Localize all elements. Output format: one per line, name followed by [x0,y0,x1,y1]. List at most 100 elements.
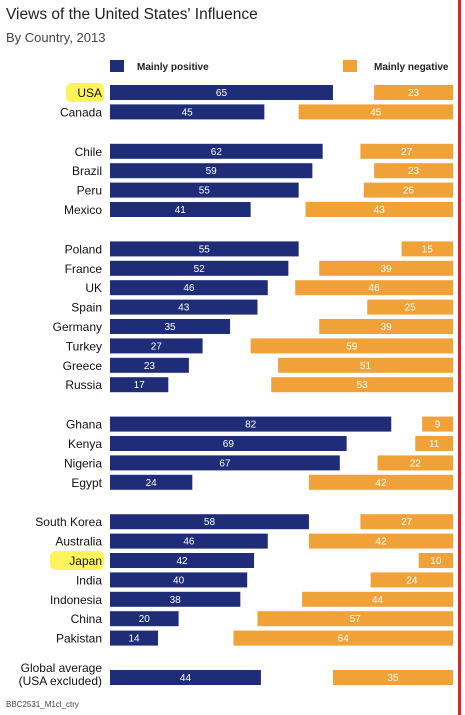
legend-label-negative: Mainly negative [374,62,449,73]
bar-positive [110,514,309,530]
category-label: India [76,573,102,587]
bar-negative [233,630,453,646]
bar-positive [110,280,268,296]
bar-negative [250,338,453,354]
bar-value-negative: 35 [387,673,399,684]
bar-value-negative: 51 [360,361,372,372]
bar-positive [110,338,203,354]
bar-positive [110,416,392,432]
bar-value-positive: 46 [183,537,195,548]
bar-positive [110,260,289,276]
chart-subtitle: By Country, 2013 [6,30,106,45]
category-label: Mexico [64,203,102,217]
bar-positive [110,85,333,100]
bar-negative [308,533,453,549]
bar-negative [278,357,453,373]
bar-value-positive: 43 [178,303,190,314]
bar-positive [110,591,241,607]
bar-negative [401,241,453,257]
bar-positive [110,670,261,685]
category-label: Egypt [71,476,102,490]
bar-value-negative: 64 [338,634,350,645]
category-label: Ghana [66,418,102,432]
bar-positive [110,182,299,198]
category-label: Greece [63,359,103,373]
bar-negative [377,455,453,471]
bar-positive [110,474,193,490]
bar-value-negative: 26 [403,186,415,197]
bar-positive [110,104,265,120]
category-label: Turkey [66,339,102,353]
bar-negative [308,474,453,490]
bar-negative [332,670,453,685]
category-label: Spain [71,301,102,315]
category-label: USA [77,86,102,100]
category-label: Global average [21,661,103,675]
bar-value-positive: 52 [194,264,206,275]
bar-negative [360,514,453,530]
bar-value-positive: 17 [134,380,146,391]
category-label: Japan [69,554,102,568]
bar-negative [374,85,453,100]
bar-negative [257,611,453,627]
bar-value-negative: 9 [435,420,441,431]
bar-value-negative: 59 [346,341,358,352]
bar-value-positive: 67 [219,458,231,469]
category-label: Canada [60,105,102,119]
bar-value-positive: 69 [223,439,235,450]
bar-value-negative: 42 [375,537,387,548]
bar-negative [319,319,453,334]
right-border-rule [458,0,461,715]
bar-negative [422,416,453,432]
bar-negative [370,572,453,588]
legend-label-positive: Mainly positive [137,62,209,73]
footer-code: BBC2531_M1cl_ctry [6,700,79,709]
bar-value-negative: 23 [408,88,420,99]
bar-positive [110,299,258,315]
bar-positive [110,553,255,568]
category-label: Pakistan [56,632,102,646]
bar-value-positive: 27 [151,341,163,352]
category-label: France [65,262,103,276]
bar-positive [110,436,347,451]
bar-value-positive: 58 [204,517,216,528]
bar-value-negative: 42 [375,478,387,489]
bar-value-positive: 14 [128,634,140,645]
category-label: UK [85,281,102,295]
bar-negative [363,182,453,198]
bar-value-positive: 65 [216,88,228,99]
bar-positive [110,319,231,334]
bar-value-positive: 59 [206,166,218,177]
category-label: (USA excluded) [19,674,102,688]
highlight-marker [66,83,104,102]
bar-positive [110,163,313,179]
bar-positive [110,572,248,588]
bar-value-negative: 39 [381,264,393,275]
bar-value-positive: 20 [139,614,151,625]
bar-value-positive: 55 [199,244,211,255]
bar-negative [319,260,453,276]
bar-value-negative: 25 [405,303,417,314]
bar-value-negative: 15 [422,244,434,255]
bar-value-positive: 24 [146,478,158,489]
bar-negative [367,299,453,315]
bar-value-negative: 24 [406,575,418,586]
bar-positive [110,533,268,549]
bar-value-negative: 27 [401,517,413,528]
chart-title: Views of the United States' Influence [6,6,258,23]
bar-negative [302,591,453,607]
bar-positive [110,377,169,393]
bar-value-negative: 46 [369,283,381,294]
category-label: Chile [75,145,103,159]
bar-value-positive: 44 [180,673,192,684]
bar-positive [110,143,323,159]
bar-negative [298,104,453,120]
bar-value-negative: 57 [350,614,362,625]
bar-value-negative: 11 [429,439,440,450]
bar-value-negative: 23 [408,166,420,177]
category-label: Brazil [72,164,102,178]
bar-value-negative: 53 [357,380,369,391]
category-label: Kenya [68,437,102,451]
